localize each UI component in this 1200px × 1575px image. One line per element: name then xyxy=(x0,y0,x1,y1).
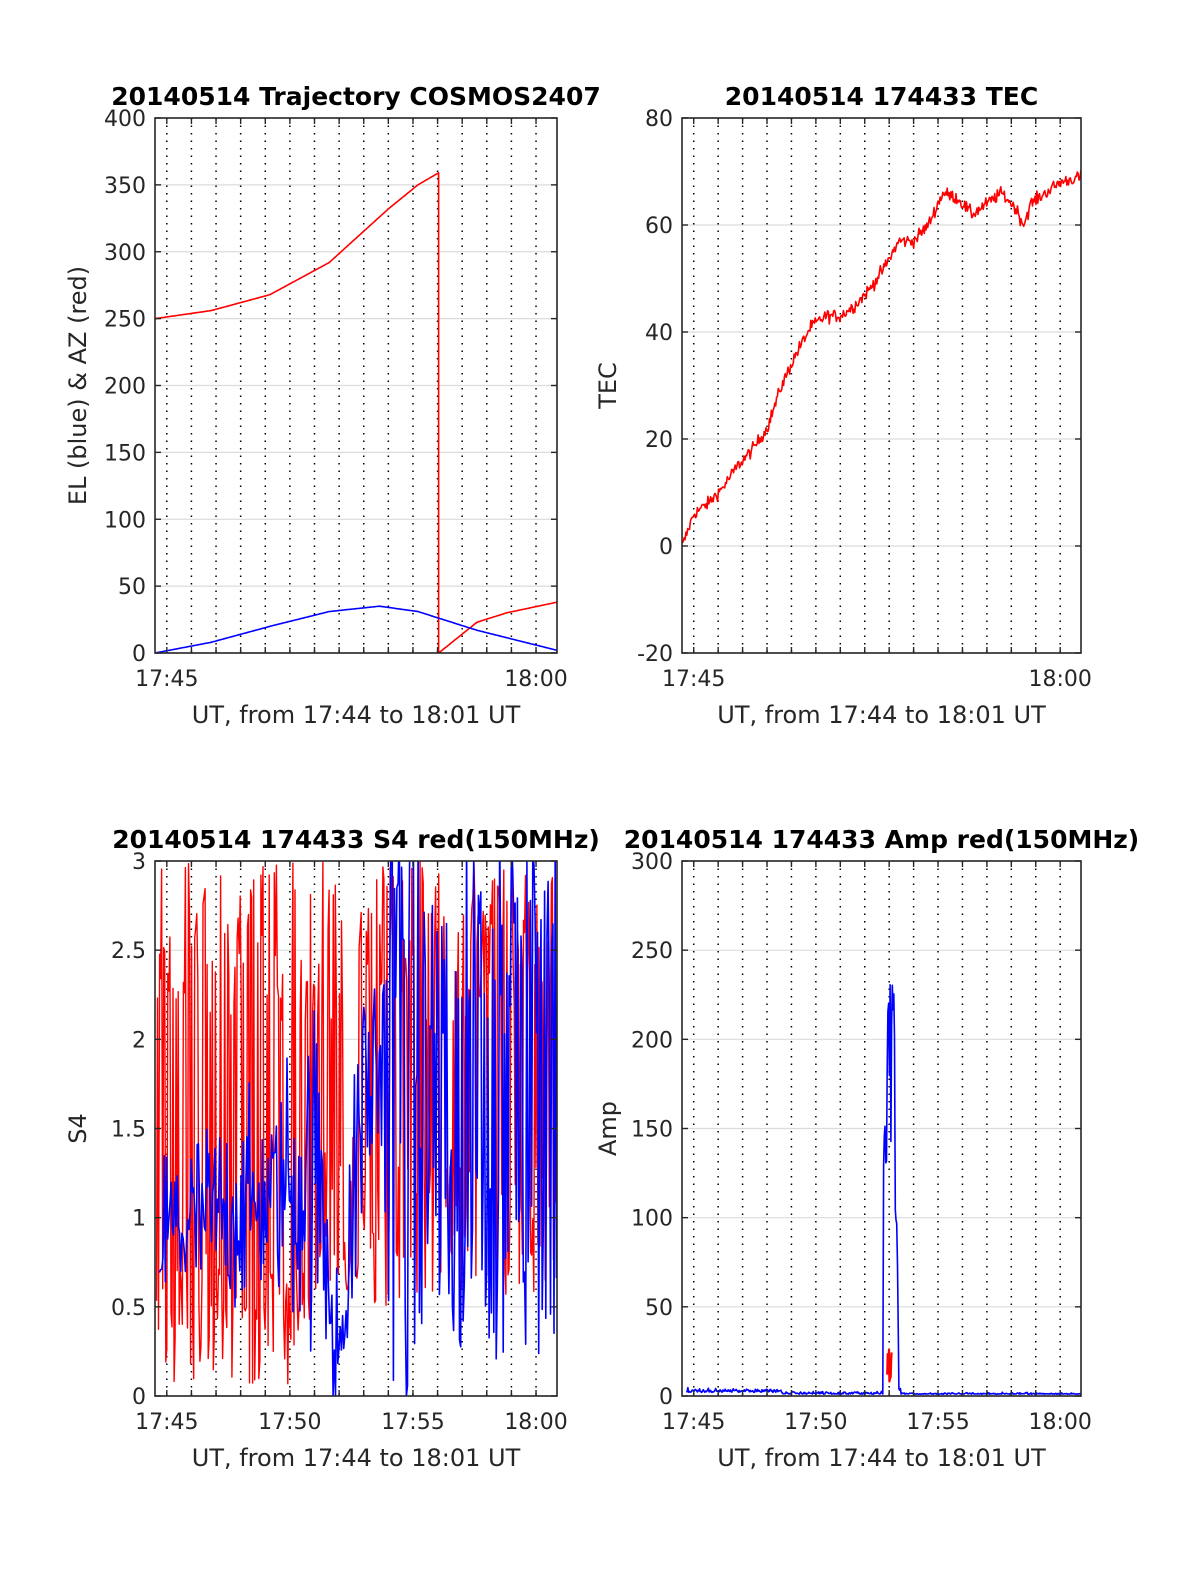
series-line-red xyxy=(155,861,557,1385)
chart-1: 0 50 100 150 200 250 300 350 400 17:45 18:00 201405… xyxy=(64,82,601,729)
y-axis-label: TEC xyxy=(594,362,622,410)
x-tick-label: 18:00 xyxy=(1028,667,1091,692)
x-axis-label: UT, from 17:44 to 18:01 UT xyxy=(192,701,521,729)
x-tick-label: 17:55 xyxy=(381,1410,444,1435)
x-tick-label: 18:00 xyxy=(504,1410,567,1435)
y-tick-label: -20 xyxy=(637,642,673,667)
series-line-red xyxy=(886,1348,893,1383)
y-axis-label: Amp xyxy=(594,1101,622,1156)
y-tick-label: 80 xyxy=(645,107,673,132)
x-tick-label: 17:50 xyxy=(784,1410,847,1435)
series-line-red xyxy=(155,172,557,653)
y-tick-label: 350 xyxy=(104,174,146,199)
y-tick-label: 3 xyxy=(132,850,146,875)
y-tick-label: 1 xyxy=(132,1207,146,1232)
x-tick-label: 18:00 xyxy=(504,667,567,692)
y-tick-label: 150 xyxy=(631,1118,673,1143)
y-tick-label: 250 xyxy=(631,939,673,964)
chart-title: 20140514 174433 Amp red(150MHz) xyxy=(624,825,1140,854)
x-tick-label: 17:45 xyxy=(662,1410,725,1435)
y-tick-label: 300 xyxy=(104,241,146,266)
x-tick-label: 17:55 xyxy=(906,1410,969,1435)
y-tick-label: 50 xyxy=(645,1296,673,1321)
y-tick-label: 1.5 xyxy=(111,1118,146,1143)
chart-2: -20 0 20 40 60 80 17:45 18:00 20140514 174433 TE… xyxy=(594,82,1092,729)
series-line-blue xyxy=(685,984,1081,1395)
chart-3: 0 0.5 1 1.5 2 2.5 3 17:45 17:50 17:55 18:00 2014051… xyxy=(64,825,600,1472)
y-tick-label: 2 xyxy=(132,1028,146,1053)
x-tick-label: 17:45 xyxy=(662,667,725,692)
y-tick-label: 0.5 xyxy=(111,1296,146,1321)
chart-title: 20140514 174433 TEC xyxy=(725,82,1038,111)
series-line-blue xyxy=(155,605,557,653)
series-line-red xyxy=(682,170,1081,544)
y-tick-label: 100 xyxy=(104,508,146,533)
y-tick-label: 50 xyxy=(118,575,146,600)
axes-box xyxy=(681,117,1082,654)
y-axis-label: EL (blue) & AZ (red) xyxy=(64,266,92,505)
series-line-blue xyxy=(158,861,557,1396)
y-tick-label: 400 xyxy=(104,107,146,132)
y-tick-label: 2.5 xyxy=(111,939,146,964)
y-axis-label: S4 xyxy=(64,1113,92,1144)
y-tick-label: 0 xyxy=(132,1385,146,1410)
y-tick-label: 40 xyxy=(645,321,673,346)
y-tick-label: 0 xyxy=(659,535,673,560)
x-axis-label: UT, from 17:44 to 18:01 UT xyxy=(717,1444,1046,1472)
y-tick-label: 0 xyxy=(659,1385,673,1410)
y-tick-label: 100 xyxy=(631,1207,673,1232)
x-tick-label: 18:00 xyxy=(1028,1410,1091,1435)
x-tick-label: 17:50 xyxy=(258,1410,321,1435)
x-tick-label: 17:45 xyxy=(135,667,198,692)
x-axis-label: UT, from 17:44 to 18:01 UT xyxy=(717,701,1046,729)
chart-4: 0 50 100 150 200 250 300 17:45 17:50 17:55 18:00 20… xyxy=(594,825,1139,1472)
y-tick-label: 200 xyxy=(631,1028,673,1053)
y-tick-label: 250 xyxy=(104,308,146,333)
x-tick-label: 17:45 xyxy=(135,1410,198,1435)
y-tick-label: 0 xyxy=(132,642,146,667)
chart-title: 20140514 174433 S4 red(150MHz) xyxy=(112,825,600,854)
y-tick-label: 200 xyxy=(104,375,146,400)
y-tick-label: 150 xyxy=(104,441,146,466)
y-tick-label: 60 xyxy=(645,214,673,239)
y-tick-label: 20 xyxy=(645,428,673,453)
chart-title: 20140514 Trajectory COSMOS2407 xyxy=(111,82,601,111)
y-tick-label: 300 xyxy=(631,850,673,875)
x-axis-label: UT, from 17:44 to 18:01 UT xyxy=(192,1444,521,1472)
